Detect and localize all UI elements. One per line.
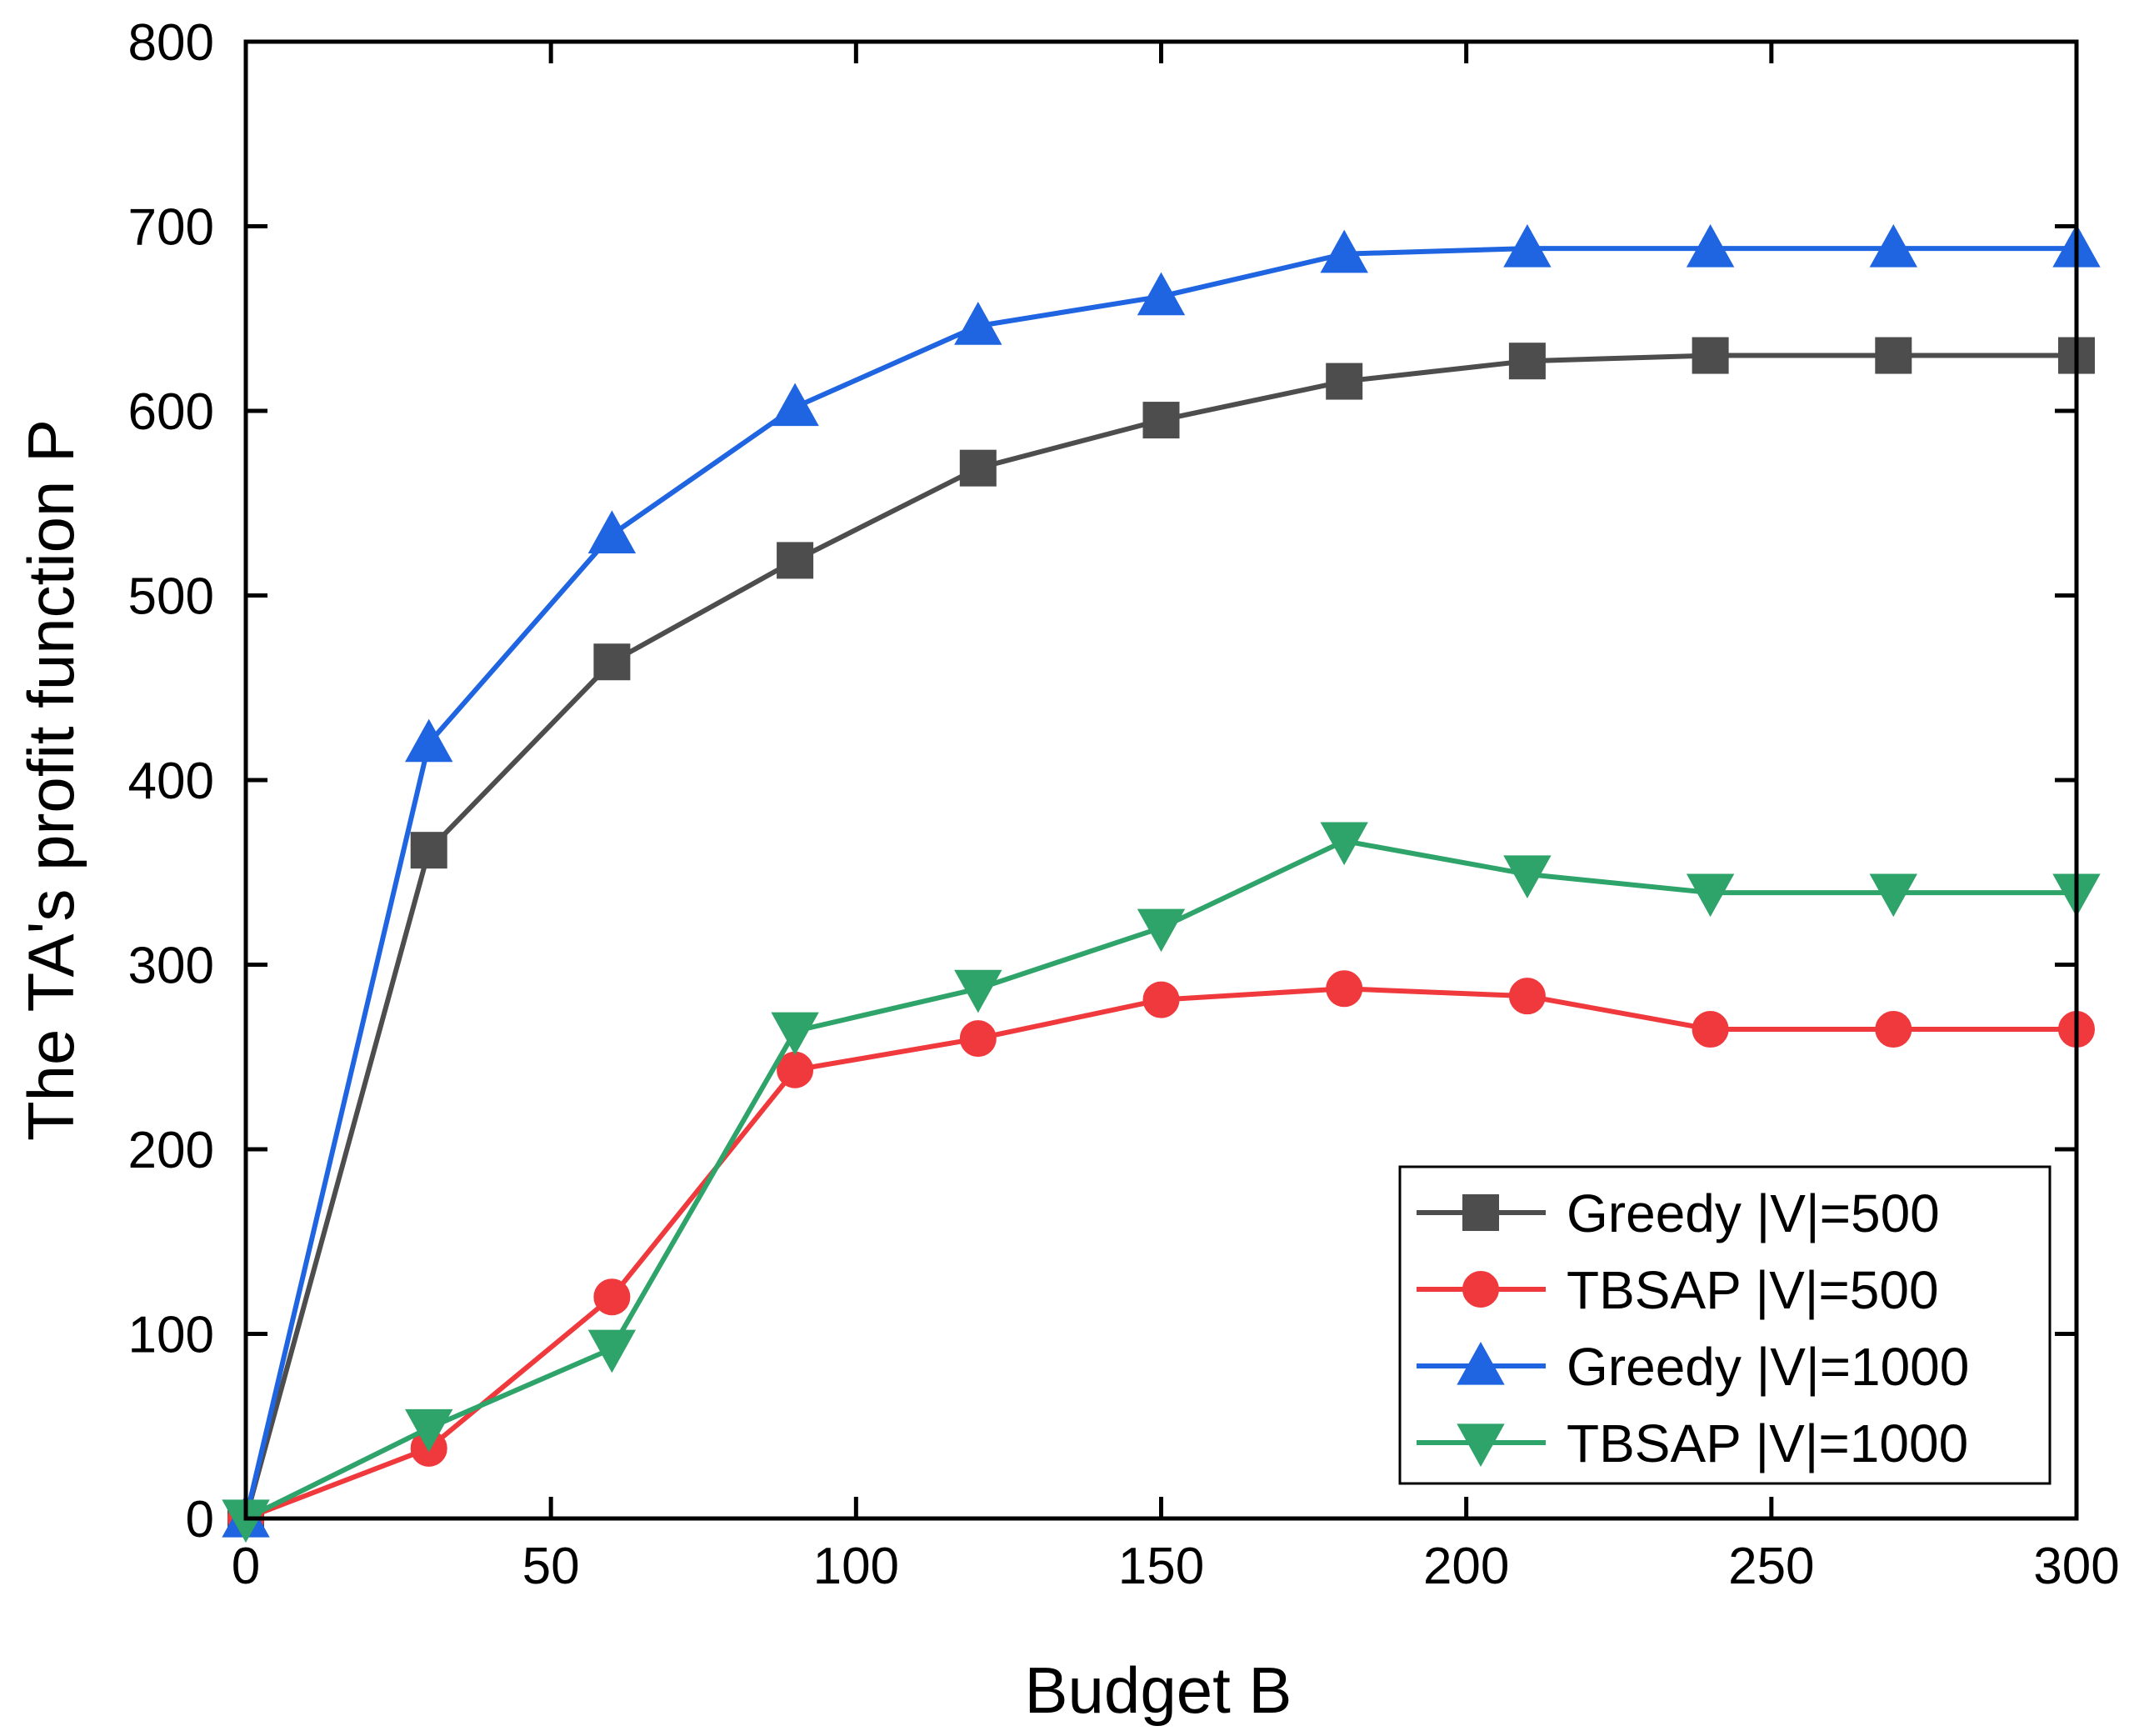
data-point-s4-120: [954, 969, 1002, 1013]
y-tick-label-700: 700: [128, 199, 214, 257]
data-point-s4-270: [1869, 873, 1917, 918]
legend-item-2: TBSAP |V|=500: [1417, 1260, 1939, 1320]
data-point-s2-270: [1875, 1011, 1912, 1048]
data-point-s2-210: [1508, 978, 1546, 1015]
data-point-s2-120: [959, 1020, 997, 1058]
data-point-s1-270: [1875, 337, 1912, 374]
y-tick-label-400: 400: [128, 753, 214, 810]
data-point-s3-180: [1320, 229, 1368, 273]
data-point-s3-240: [1686, 224, 1735, 268]
series-2: [227, 970, 2095, 1537]
series-4: [222, 822, 2101, 1543]
data-point-s4-240: [1686, 873, 1735, 918]
series-layer: [222, 224, 2101, 1543]
data-point-s1-210: [1508, 343, 1546, 380]
legend-marker-2: [1462, 1271, 1499, 1308]
data-point-s4-180: [1320, 822, 1368, 866]
legend-item-1: Greedy |V|=500: [1417, 1183, 1940, 1243]
data-point-s1-150: [1142, 402, 1180, 439]
data-point-s3-120: [954, 302, 1002, 345]
data-point-s4-150: [1137, 908, 1186, 953]
data-point-s1-30: [410, 832, 447, 869]
y-tick-label-800: 800: [128, 14, 214, 72]
data-point-s1-60: [593, 643, 631, 681]
data-point-s3-210: [1503, 224, 1552, 268]
data-point-s2-180: [1326, 970, 1363, 1008]
data-point-s2-240: [1692, 1011, 1729, 1048]
y-tick-label-100: 100: [128, 1307, 214, 1364]
x-tick-label-150: 150: [1118, 1538, 1204, 1595]
legend-marker-4: [1457, 1423, 1505, 1468]
legend-item-3: Greedy |V|=1000: [1417, 1337, 1969, 1397]
data-point-s1-90: [777, 542, 814, 579]
legend-label-4: TBSAP |V|=1000: [1567, 1413, 1968, 1473]
y-tick-label-200: 200: [128, 1122, 214, 1179]
y-axis-title: The TA's profit function P: [14, 419, 87, 1141]
axes-layer: 0 50 100 150 200 250 300 0 100 200 300 400 500 600 700…: [128, 14, 2120, 1595]
data-point-s3-60: [587, 510, 637, 554]
series-3: [222, 224, 2101, 1538]
data-point-s2-90: [777, 1051, 814, 1088]
legend-label-1: Greedy |V|=500: [1567, 1183, 1940, 1243]
x-tick-label-50: 50: [522, 1538, 580, 1595]
legend-marker-3: [1457, 1341, 1505, 1385]
data-point-s1-180: [1326, 363, 1363, 400]
data-point-s2-150: [1142, 981, 1180, 1018]
data-point-s3-90: [771, 383, 819, 427]
legend-label-3: Greedy |V|=1000: [1567, 1337, 1969, 1397]
data-point-s1-120: [959, 449, 997, 487]
y-tick-label-600: 600: [128, 383, 214, 441]
legend-item-4: TBSAP |V|=1000: [1417, 1413, 1968, 1473]
data-point-s4-30: [405, 1408, 453, 1453]
data-point-s3-270: [1869, 224, 1917, 268]
legend-label-2: TBSAP |V|=500: [1567, 1260, 1939, 1320]
data-point-s3-150: [1137, 272, 1186, 316]
x-tick-label-200: 200: [1423, 1538, 1509, 1595]
y-tick-label-0: 0: [186, 1491, 214, 1548]
x-axis-title: Budget B: [1025, 1653, 1292, 1727]
x-tick-label-0: 0: [232, 1538, 260, 1595]
data-point-s1-240: [1692, 337, 1729, 374]
legend: Greedy |V|=500 TBSAP |V|=500 Greedy |V|=10…: [1398, 1165, 2052, 1485]
x-tick-label-100: 100: [813, 1538, 899, 1595]
data-point-s4-210: [1503, 855, 1552, 899]
x-tick-label-300: 300: [2033, 1538, 2119, 1595]
legend-box: [1398, 1165, 2052, 1485]
y-tick-label-500: 500: [128, 568, 214, 626]
data-point-s2-60: [593, 1278, 631, 1316]
x-tick-label-250: 250: [1728, 1538, 1814, 1595]
data-point-s4-60: [587, 1329, 637, 1373]
data-point-s4-90: [771, 1012, 819, 1056]
y-tick-label-300: 300: [128, 938, 214, 995]
data-point-s3-30: [405, 718, 453, 763]
legend-marker-1: [1462, 1194, 1499, 1231]
